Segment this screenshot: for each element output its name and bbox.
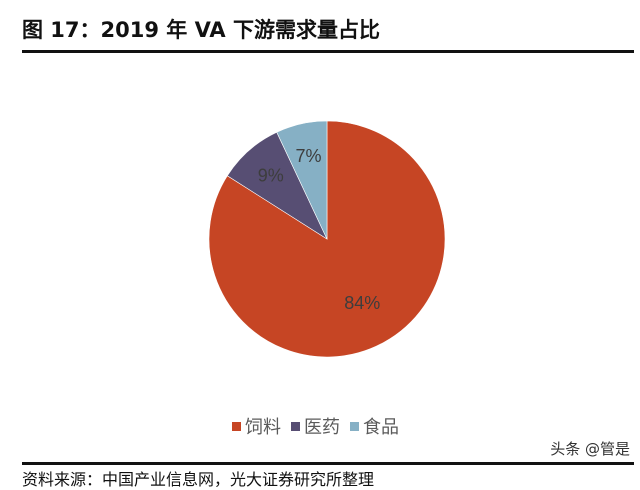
title-divider bbox=[22, 50, 634, 53]
legend-item-food: 食品 bbox=[350, 413, 399, 439]
pie-labels: 84% 9% 7% bbox=[258, 146, 380, 313]
pie-label-feed: 84% bbox=[344, 293, 380, 313]
legend-label-food: 食品 bbox=[363, 417, 399, 438]
figure-title: 图 17：2019 年 VA 下游需求量占比 bbox=[22, 18, 380, 42]
pie-slices bbox=[208, 120, 446, 358]
legend-item-medicine: 医药 bbox=[291, 413, 340, 439]
pie-slice-food bbox=[276, 120, 328, 240]
pie-label-food: 7% bbox=[295, 146, 321, 166]
legend-item-feed: 饲料 bbox=[232, 413, 281, 439]
source-divider bbox=[22, 462, 634, 465]
pie-label-medicine: 9% bbox=[258, 165, 284, 185]
legend-swatch-feed bbox=[232, 421, 241, 431]
legend-label-medicine: 医药 bbox=[304, 417, 340, 438]
legend-label-feed: 饲料 bbox=[245, 417, 281, 438]
legend-swatch-food bbox=[350, 421, 359, 431]
watermark: 头条 @管是 bbox=[550, 440, 630, 458]
pie-chart: 84% 9% 7% bbox=[208, 120, 446, 358]
source-note: 资料来源：中国产业信息网，光大证券研究所整理 bbox=[22, 470, 375, 489]
chart-legend: 饲料 医药 食品 bbox=[232, 414, 399, 438]
legend-swatch-medicine bbox=[291, 421, 300, 431]
